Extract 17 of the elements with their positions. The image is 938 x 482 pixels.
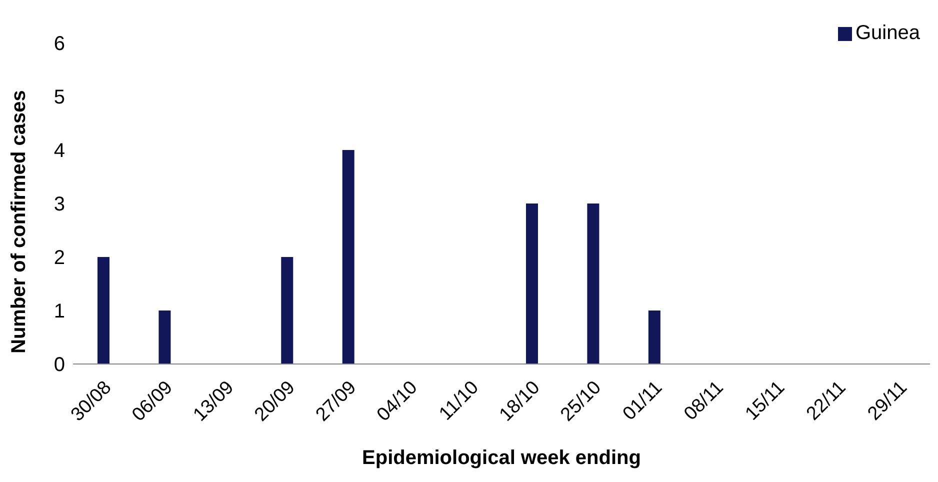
bar [342, 150, 354, 364]
y-tick-label: 3 [54, 194, 65, 216]
legend-label: Guinea [856, 22, 920, 44]
bar [281, 257, 294, 364]
y-tick-label: 6 [54, 33, 65, 56]
y-tick-label: 5 [54, 86, 65, 109]
y-axis-title: Number of confirmed cases [8, 90, 30, 354]
y-tick-label: 1 [54, 300, 65, 323]
y-tick-label: 2 [54, 247, 65, 270]
y-tick-label: 0 [54, 354, 65, 376]
bar [587, 204, 600, 364]
y-tick-label: 4 [54, 140, 65, 162]
bar [526, 204, 538, 364]
bar [158, 310, 171, 364]
x-axis-title: Epidemiological week ending [362, 447, 641, 469]
bar [648, 310, 660, 364]
bar [97, 257, 110, 364]
